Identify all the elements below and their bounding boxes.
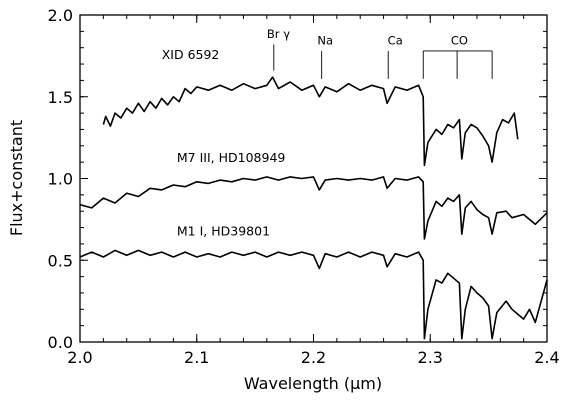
y-axis-title: Flux+constant: [7, 120, 26, 236]
series-label: M7 III, HD108949: [177, 150, 286, 165]
x-tick-label: 2.1: [184, 348, 209, 367]
co-bracket-label: CO: [451, 33, 468, 47]
spectra-series: XID 6592 M7 III, HD108949 M1 I, HD39801: [79, 47, 548, 340]
feature-label: Ca: [388, 33, 403, 47]
feature-label: Na: [317, 33, 333, 47]
series-label: M1 I, HD39801: [177, 224, 270, 239]
y-tick-label: 0.5: [48, 251, 73, 270]
spectrum-line: [102, 76, 519, 167]
feature-label: Br γ: [267, 27, 290, 41]
x-tick-label: 2.4: [534, 348, 559, 367]
x-axis-title: Wavelength (μm): [244, 374, 382, 393]
x-axis: 2.0 2.1 2.2 2.3 2.4: [67, 15, 560, 367]
series-label: XID 6592: [162, 47, 220, 62]
x-tick-label: 2.0: [67, 348, 92, 367]
y-tick-label: 1.5: [48, 88, 73, 107]
y-tick-label: 0.0: [48, 333, 73, 352]
y-axis: 0.0 0.5 1.0 1.5 2.0: [48, 6, 547, 352]
y-tick-label: 1.0: [48, 170, 73, 189]
x-tick-label: 2.3: [418, 348, 443, 367]
y-tick-label: 2.0: [48, 6, 73, 25]
x-tick-label: 2.2: [301, 348, 326, 367]
spectrum-line: [79, 176, 548, 240]
feature-annotations: Br γ Na Ca CO: [267, 27, 493, 79]
spectrum-line: [79, 249, 548, 340]
